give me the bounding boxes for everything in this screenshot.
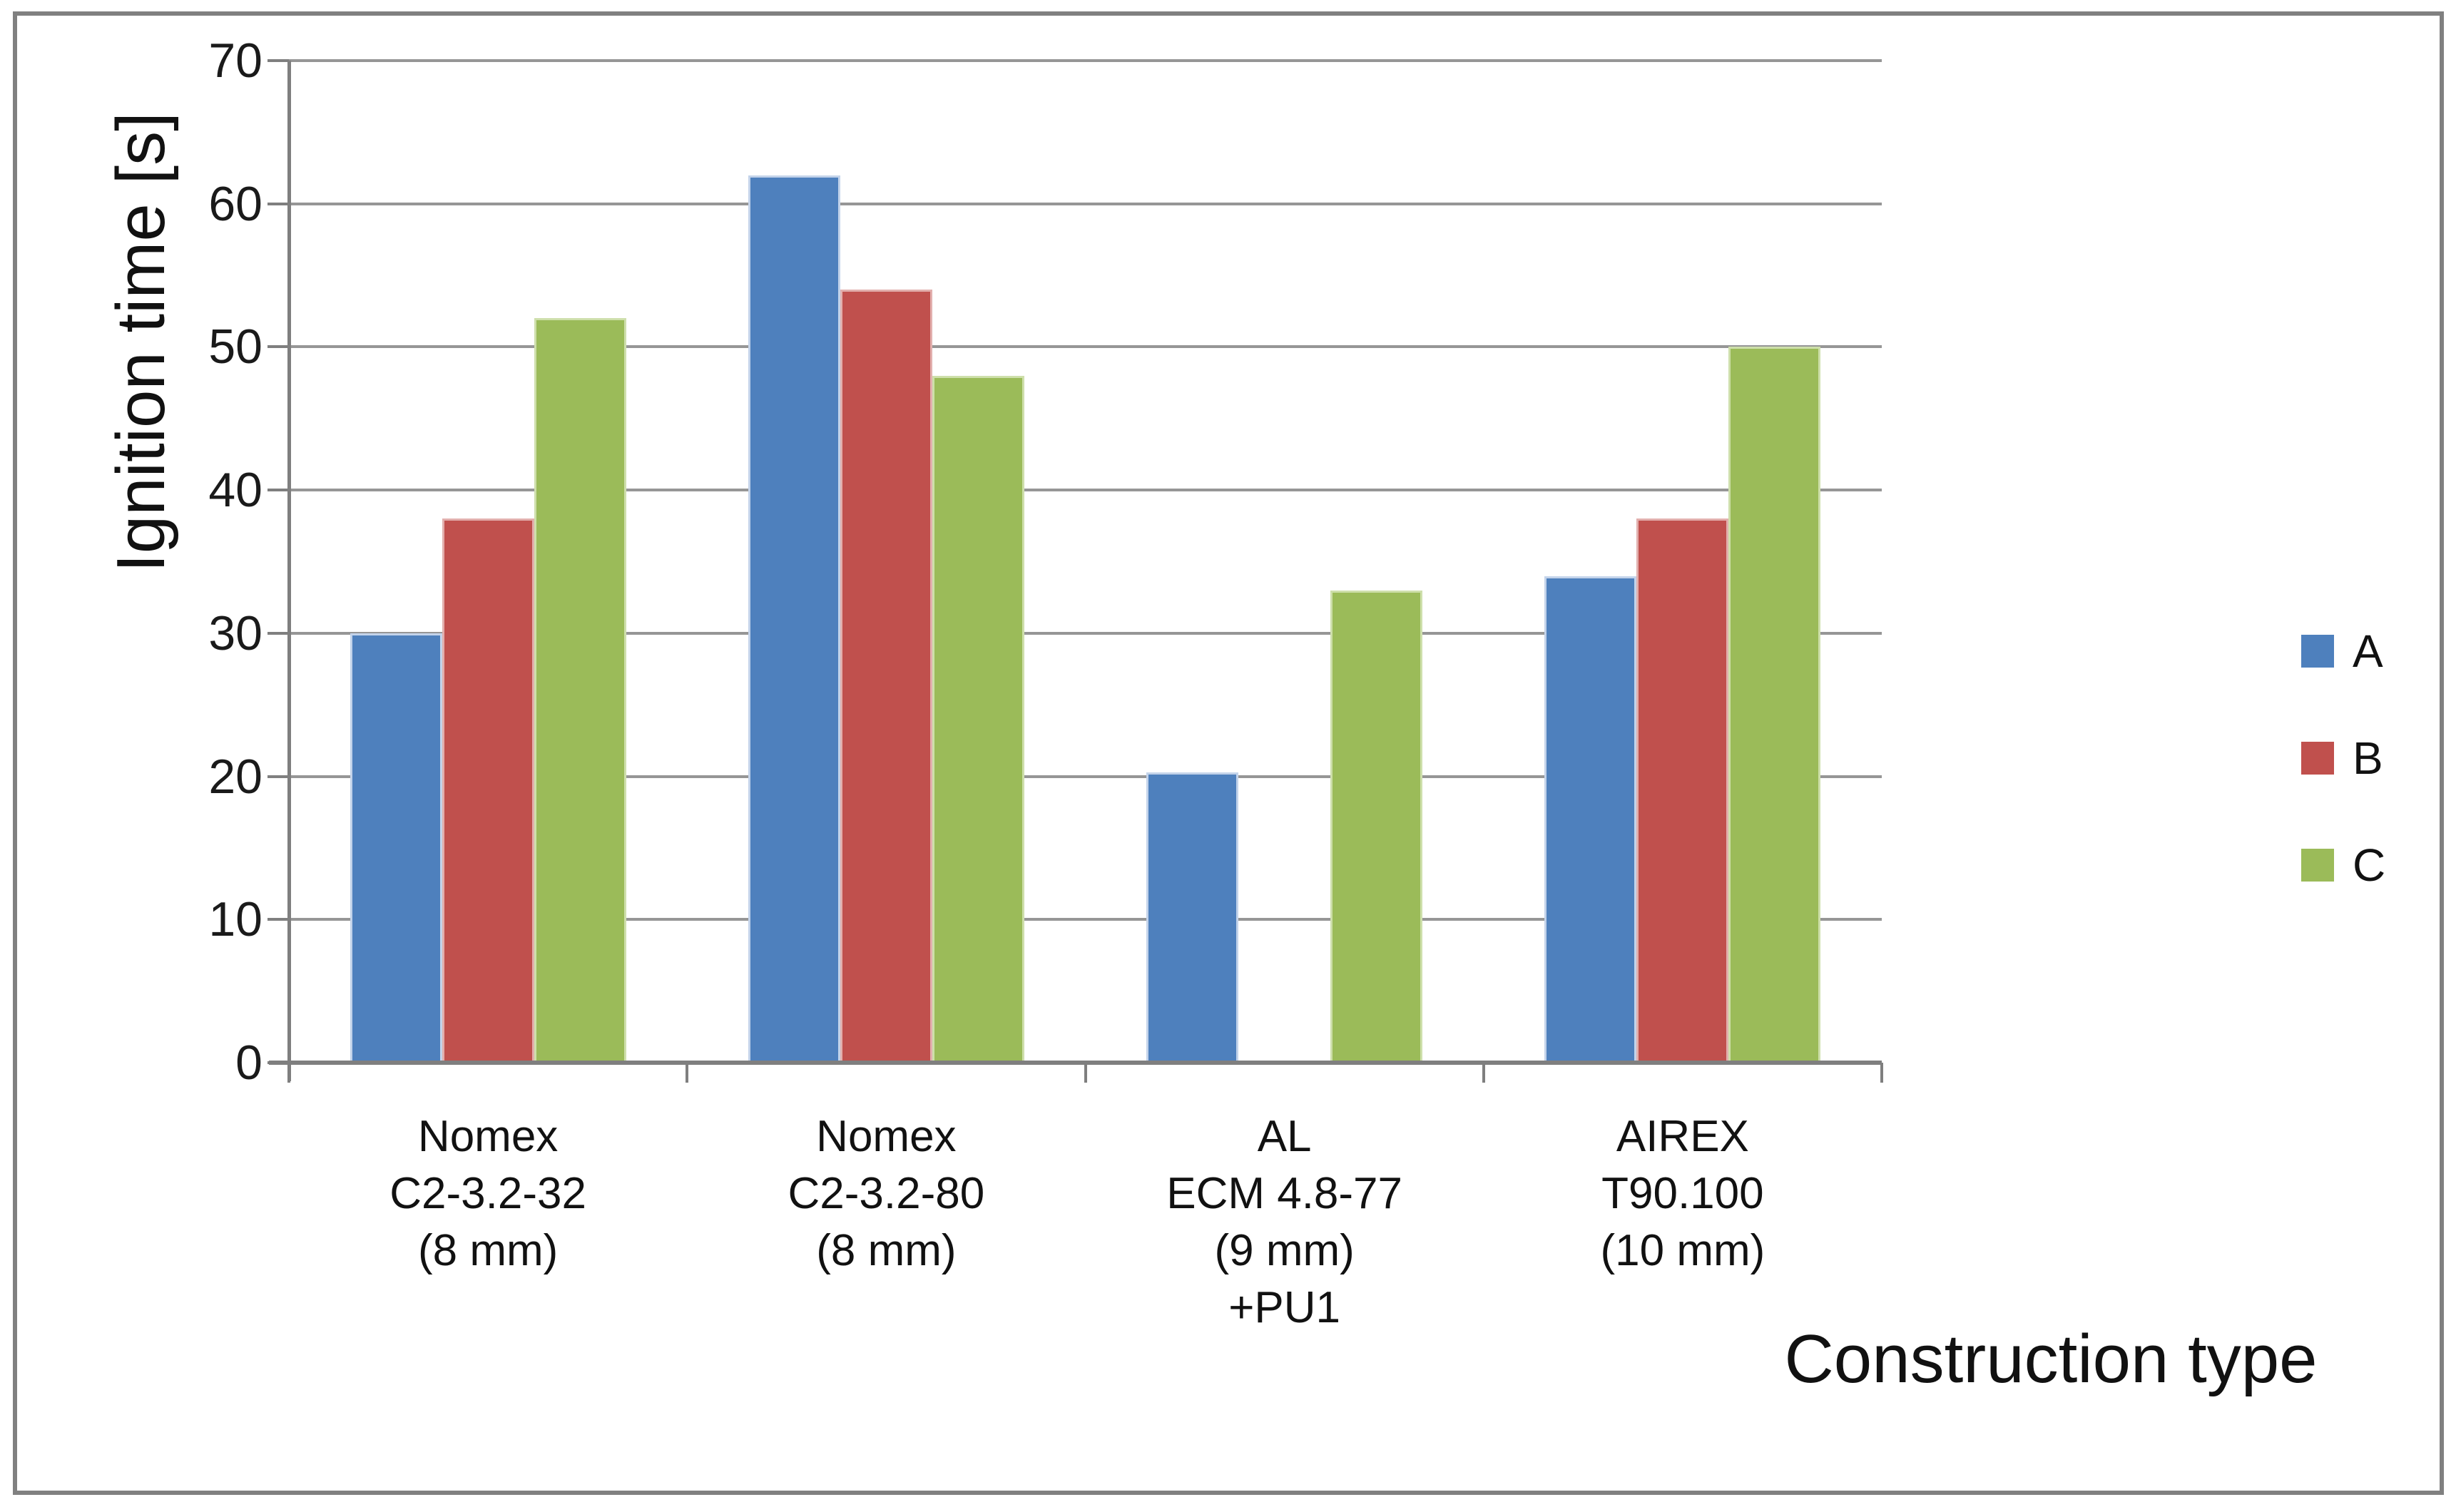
bar-a-1 bbox=[350, 633, 442, 1063]
x-tick-mark-1 bbox=[686, 1063, 689, 1083]
legend-item-a: A bbox=[2301, 625, 2383, 677]
y-tick-mark-60 bbox=[267, 202, 289, 205]
bar-b-2 bbox=[840, 290, 932, 1063]
x-axis-line bbox=[269, 1061, 1882, 1065]
gridline-60 bbox=[289, 202, 1882, 205]
plot-area: 0 10 20 30 40 50 60 70 Nomex C2-3.2-32 (8 mm) No… bbox=[208, 34, 1883, 1332]
legend-label-a: A bbox=[2353, 625, 2383, 677]
y-axis-line bbox=[287, 61, 291, 1081]
x-tick-mark-3 bbox=[1482, 1063, 1485, 1083]
y-tick-label-20: 20 bbox=[208, 749, 263, 804]
y-tick-label-60: 60 bbox=[208, 176, 263, 231]
y-tick-mark-40 bbox=[267, 489, 289, 492]
bar-c-1 bbox=[534, 318, 626, 1063]
bar-a-2 bbox=[748, 175, 840, 1063]
x-tick-mark-4 bbox=[1880, 1063, 1883, 1083]
bar-c-2 bbox=[932, 375, 1024, 1063]
legend-label-c: C bbox=[2353, 839, 2386, 891]
gridline-10 bbox=[289, 918, 1882, 921]
legend-swatch-b bbox=[2301, 742, 2334, 775]
x-tick-mark-2 bbox=[1084, 1063, 1087, 1083]
y-tick-mark-70 bbox=[267, 59, 289, 62]
legend-item-c: C bbox=[2301, 839, 2386, 891]
bar-b-4 bbox=[1636, 519, 1729, 1063]
gridline-70 bbox=[289, 59, 1882, 62]
y-tick-mark-30 bbox=[267, 631, 289, 635]
legend-swatch-c bbox=[2301, 849, 2334, 882]
bar-group-2 bbox=[687, 61, 1085, 1063]
y-tick-label-40: 40 bbox=[208, 463, 263, 518]
gridline-40 bbox=[289, 489, 1882, 492]
legend-swatch-a bbox=[2301, 635, 2334, 668]
category-label-3: AL ECM 4.8-77 (9 mm) +PU1 bbox=[1166, 1112, 1403, 1332]
y-tick-mark-20 bbox=[267, 775, 289, 778]
y-tick-mark-10 bbox=[267, 918, 289, 921]
bar-b-1 bbox=[442, 519, 534, 1063]
gridline-30 bbox=[289, 631, 1882, 635]
gridline-50 bbox=[289, 345, 1882, 349]
y-tick-label-70: 70 bbox=[208, 34, 263, 88]
bar-group-1 bbox=[289, 61, 687, 1063]
y-tick-label-10: 10 bbox=[208, 892, 263, 947]
legend-label-b: B bbox=[2353, 732, 2383, 784]
gridline-20 bbox=[289, 775, 1882, 778]
bar-group-4 bbox=[1484, 61, 1882, 1063]
category-label-4: AIREX T90.100 (10 mm) bbox=[1600, 1112, 1765, 1275]
bar-a-3 bbox=[1146, 772, 1239, 1063]
y-tick-label-50: 50 bbox=[208, 320, 263, 374]
bar-c-4 bbox=[1728, 347, 1821, 1063]
bar-a-4 bbox=[1544, 576, 1637, 1063]
y-tick-label-30: 30 bbox=[208, 606, 263, 660]
legend-item-b: B bbox=[2301, 732, 2383, 784]
bar-group-3 bbox=[1086, 61, 1484, 1063]
x-axis-title: Construction type bbox=[1784, 1321, 2318, 1397]
chart-frame: Ignition time [s] 0 10 20 30 40 50 60 70 Nomex … bbox=[13, 11, 2444, 1495]
category-label-2: Nomex C2-3.2-80 (8 mm) bbox=[788, 1112, 985, 1275]
y-tick-mark-50 bbox=[267, 345, 289, 349]
category-label-1: Nomex C2-3.2-32 (8 mm) bbox=[389, 1112, 586, 1275]
bar-c-3 bbox=[1330, 590, 1423, 1063]
y-tick-label-0: 0 bbox=[235, 1036, 263, 1090]
